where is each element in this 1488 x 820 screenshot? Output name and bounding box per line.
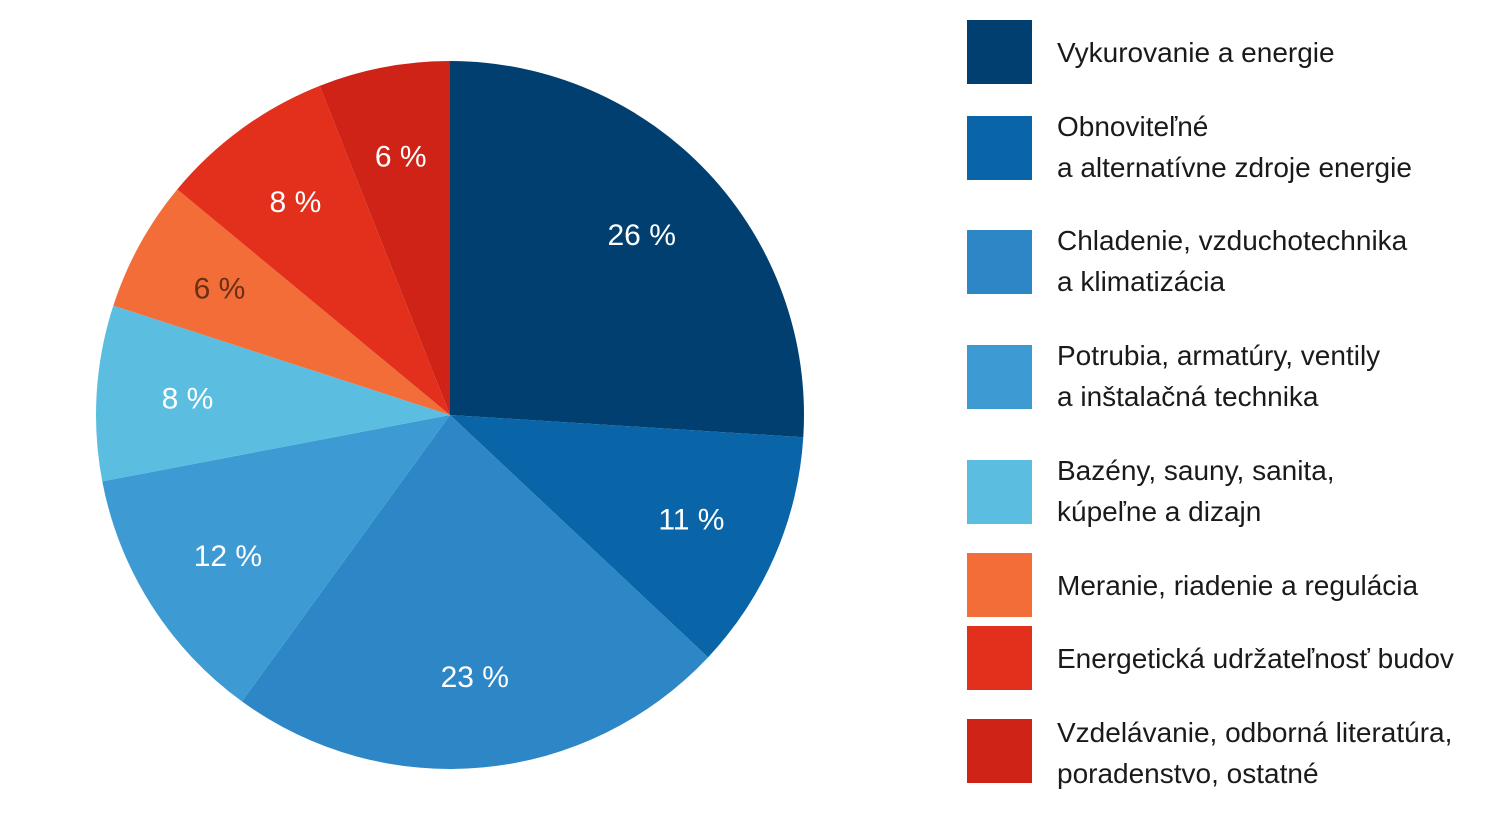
pie-slice-7 — [319, 61, 450, 415]
pie-slice-1 — [450, 415, 804, 658]
pie-chart: 26 % 11 % 23 % 12 % 8 % 6 % 8 % 6 % — [96, 61, 804, 769]
legend-label: Bazény, sauny, sanita, kúpeľne a dizajn — [1057, 455, 1335, 527]
slice-label-7: 6 % — [375, 141, 427, 174]
slice-label-5: 6 % — [194, 272, 246, 305]
slice-label-0: 26 % — [608, 219, 676, 252]
legend-label: Obnoviteľné a alternatívne zdroje energi… — [1057, 111, 1412, 183]
legend-swatch — [967, 460, 1032, 524]
legend-swatch — [967, 553, 1032, 617]
legend-swatch — [967, 719, 1032, 783]
legend-label: Meranie, riadenie a regulácia — [1057, 570, 1419, 601]
pie-slice-4 — [96, 305, 451, 482]
legend-swatch — [967, 626, 1032, 690]
slice-label-2: 23 % — [441, 661, 509, 694]
legend-swatch — [967, 230, 1032, 294]
legend-swatch — [967, 116, 1032, 180]
legend-label: Potrubia, armatúry, ventily a inštalačná… — [1057, 340, 1381, 412]
pie-slice-0 — [450, 61, 804, 438]
slice-label-1: 11 % — [658, 503, 724, 536]
slice-label-6: 8 % — [270, 186, 322, 219]
legend-label: Energetická udržateľnosť budov — [1057, 643, 1454, 674]
legend-label: Vzdelávanie, odborná literatúra, poraden… — [1057, 717, 1453, 789]
slice-label-3: 12 % — [194, 540, 262, 573]
slice-label-4: 8 % — [162, 383, 214, 416]
pie-slice-5 — [113, 189, 450, 415]
pie-slice-2 — [241, 415, 709, 769]
pie-slice-6 — [177, 85, 451, 416]
legend-label: Chladenie, vzduchotechnika a klimatizáci… — [1057, 225, 1408, 297]
pie-slice-3 — [102, 415, 451, 702]
legend-label: Vykurovanie a energie — [1057, 37, 1335, 68]
legend-swatch — [967, 345, 1032, 409]
legend-swatch — [967, 20, 1032, 84]
legend: Vykurovanie a energie Obnoviteľné a alte… — [967, 0, 1482, 820]
